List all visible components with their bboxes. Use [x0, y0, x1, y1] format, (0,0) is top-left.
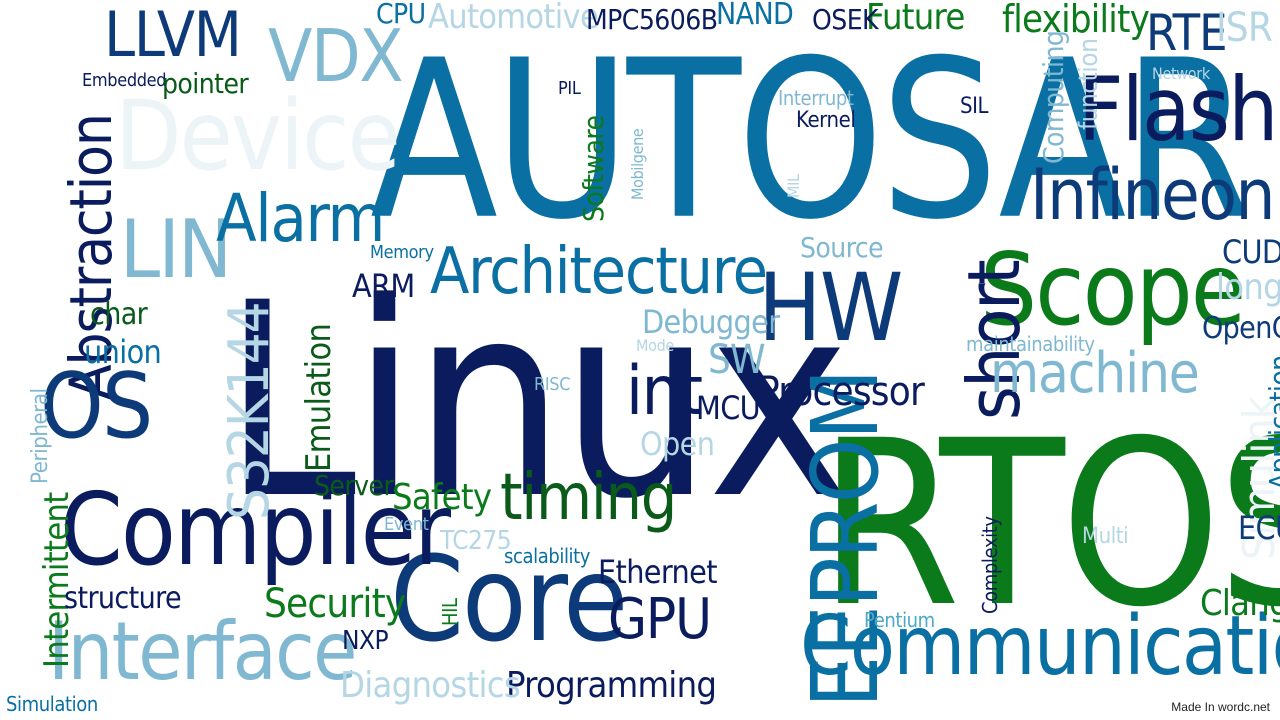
word-lin: LIN	[120, 203, 232, 296]
word-autosar: AUTOSAR	[370, 14, 1252, 269]
word-pentium: Pentium	[864, 608, 935, 632]
word-security: Security	[264, 581, 406, 627]
word-alarm: Alarm	[216, 180, 385, 257]
word-long: long	[1216, 267, 1280, 308]
word-pil: PIL	[558, 78, 581, 99]
word-multi: Multi	[1082, 524, 1129, 549]
word-nand: NAND	[716, 0, 794, 32]
word-os: OS	[40, 354, 153, 459]
word-pointer: pointer	[162, 67, 249, 100]
word-isr: ISR	[1216, 5, 1273, 51]
word-core: Core	[390, 530, 628, 668]
word-arm: ARM	[352, 267, 415, 305]
word-s32k144: S32K144	[217, 302, 282, 520]
word-safety: Safety	[392, 477, 492, 518]
word-char: char	[90, 297, 148, 332]
word-mpc5606b: MPC5606B	[586, 3, 718, 36]
word-automotive: Automotive	[428, 0, 599, 37]
word-sw: SW	[708, 337, 766, 383]
word-open: Open	[640, 425, 715, 463]
word-mobilgene: Mobilgene	[628, 128, 647, 200]
word-application: Application	[1263, 355, 1280, 490]
word-programming: Programming	[506, 665, 717, 706]
word-event: Event	[384, 514, 429, 535]
word-sil: SIL	[960, 94, 989, 119]
word-diagnostics: Diagnostics	[340, 665, 521, 706]
word-opencl: OpenCL	[1202, 311, 1280, 346]
word-device: Device	[115, 80, 401, 192]
word-network: Network	[1152, 64, 1210, 83]
word-hw: HW	[758, 254, 903, 363]
word-rtos: RTOS	[818, 391, 1280, 657]
word-future: Future	[866, 0, 965, 38]
word-union: union	[84, 333, 162, 371]
word-interrupt: Interrupt	[778, 86, 854, 110]
word-cpu: CPU	[376, 0, 426, 30]
word-kernel: Kernel	[796, 108, 856, 133]
word-ethernet: Ethernet	[598, 553, 717, 591]
word-osek: OSEK	[812, 3, 879, 36]
word-timing: timing	[500, 461, 677, 535]
word-infineon: Infineon	[1030, 154, 1275, 236]
word-source: Source	[800, 231, 884, 264]
word-risc: RISC	[534, 374, 571, 395]
word-int: int	[626, 352, 703, 431]
word-communication: Communication	[800, 599, 1280, 694]
word-processor: Processor	[758, 369, 925, 415]
word-computing: Computing	[1037, 30, 1070, 164]
credit-text: Made In wordc.net	[1171, 700, 1270, 714]
word-hil: HIL	[438, 598, 462, 626]
word-peripheral: Peripheral	[28, 388, 53, 484]
word-interface: Interface	[48, 605, 357, 698]
word-scalability: scalability	[504, 544, 591, 568]
word-emulation: Emulation	[299, 323, 339, 472]
word-function: function	[1074, 38, 1104, 130]
word-server: Server	[314, 469, 394, 502]
word-clang: Clang	[1200, 583, 1280, 624]
word-mcu: MCU	[696, 389, 761, 427]
word-software: Software	[577, 115, 610, 222]
word-gpu: GPU	[608, 587, 712, 652]
word-scope: Scope	[980, 231, 1246, 348]
word-mil: MIL	[784, 174, 803, 198]
word-nxp: NXP	[342, 626, 389, 656]
word-cuda: CUDA	[1222, 233, 1280, 271]
word-memory: Memory	[370, 242, 434, 263]
word-vdx: VDX	[268, 14, 404, 98]
word-eeprom: EEPROM	[792, 370, 899, 708]
word-tc275: TC275	[440, 526, 512, 556]
word-linux: Linux	[222, 246, 850, 558]
word-architecture: Architecture	[430, 235, 768, 309]
word-llvm: LLVM	[104, 0, 242, 71]
word-rte: RTE	[1146, 4, 1227, 62]
word-structure: structure	[64, 581, 182, 616]
word-mode: Mode	[636, 336, 674, 355]
word-complexity: Complexity	[978, 516, 1002, 614]
word-flash: Flash	[1078, 58, 1278, 161]
word-debugger: Debugger	[642, 303, 780, 341]
word-flexibility: flexibility	[1002, 0, 1150, 41]
word-simulation: Simulation	[6, 692, 98, 716]
word-embedded: Embedded	[82, 70, 167, 91]
word-machine: machine	[990, 341, 1200, 406]
word-maintainability: maintainability	[966, 332, 1095, 356]
word-ecu: ECU	[1238, 509, 1280, 547]
word-compiler: Compiler	[60, 471, 451, 588]
